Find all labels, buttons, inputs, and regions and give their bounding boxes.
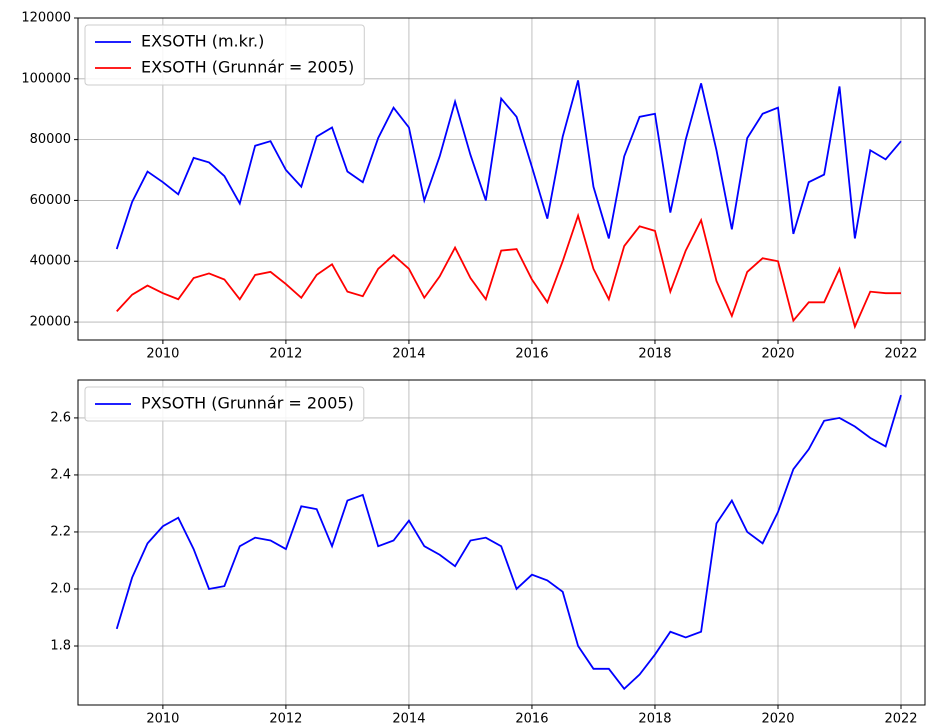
legend-box	[84, 24, 365, 86]
x-tick-label: 2022	[884, 347, 917, 362]
x-tick-label: 2012	[269, 347, 302, 362]
axes-frame	[77, 17, 926, 341]
y-tick-label: 120000	[21, 11, 71, 26]
x-tick-label: 2022	[884, 712, 917, 727]
x-tick-label: 2012	[269, 712, 302, 727]
axes-frame	[77, 379, 926, 706]
y-tick-label: 40000	[30, 254, 71, 269]
series-line	[115, 394, 902, 691]
series-line	[116, 212, 902, 330]
x-tick-label: 2010	[146, 712, 179, 727]
x-tick-label: 2016	[515, 712, 548, 727]
y-tick-label: 60000	[30, 193, 71, 208]
x-tick-label: 2020	[761, 712, 794, 727]
series-line	[115, 80, 902, 250]
legend-label: PXSOTH (Grunnár = 2005)	[141, 394, 354, 413]
y-tick-label: 2.0	[50, 581, 71, 596]
x-tick-label: 2014	[392, 712, 425, 727]
x-tick-label: 2014	[392, 347, 425, 362]
x-tick-label: 2016	[515, 347, 548, 362]
x-tick-label: 2018	[638, 712, 671, 727]
y-tick-label: 100000	[21, 71, 71, 86]
legend: EXSOTH (m.kr.) EXSOTH (Grunnár = 2005)	[84, 24, 365, 86]
x-tick-label: 2020	[761, 347, 794, 362]
panel: 2010 2012 2014 2016 2018 2020 2022 20000 40000 60…	[21, 11, 926, 362]
y-tick-label: 2.2	[50, 524, 71, 539]
y-tick-label: 20000	[30, 315, 71, 330]
x-tick-label: 2018	[638, 347, 671, 362]
panel: 2010 2012 2014 2016 2018 2020 2022 1.8 2.0 2.2 2.4…	[50, 379, 926, 727]
legend-box	[84, 386, 365, 422]
y-tick-label: 2.4	[50, 467, 71, 482]
y-tick-label: 1.8	[50, 638, 71, 653]
legend: PXSOTH (Grunnár = 2005)	[84, 386, 365, 422]
legend-label: EXSOTH (Grunnár = 2005)	[141, 58, 354, 77]
x-tick-label: 2010	[146, 347, 179, 362]
y-tick-label: 2.6	[50, 410, 71, 425]
y-tick-label: 80000	[30, 132, 71, 147]
legend-label: EXSOTH (m.kr.)	[141, 32, 264, 51]
